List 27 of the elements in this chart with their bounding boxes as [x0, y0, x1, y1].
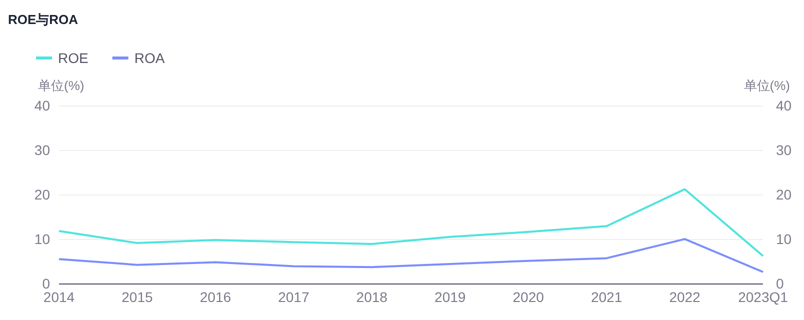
- x-tick-label: 2016: [200, 288, 232, 305]
- x-tick-label: 2020: [512, 288, 544, 305]
- y-tick-label: 20: [34, 186, 50, 202]
- y2-tick-label: 0: [776, 275, 784, 292]
- x-tick-label: 2023Q1: [738, 288, 788, 305]
- legend-label: ROE: [58, 50, 88, 66]
- y2-tick-label: 30: [776, 142, 792, 158]
- x-tick-label: 2018: [356, 288, 388, 305]
- y-tick-label: 0: [42, 275, 50, 292]
- y-tick-label: 10: [34, 230, 50, 247]
- x-tick-label: 2014: [43, 288, 75, 305]
- chart-title: ROE与ROA: [8, 12, 79, 27]
- x-tick-label: 2015: [122, 288, 154, 305]
- y-tick-label: 30: [34, 142, 50, 158]
- y2-tick-label: 10: [776, 230, 792, 247]
- y-axis-title: 单位(%): [38, 78, 84, 93]
- line-series: [58, 188, 764, 257]
- x-tick-label: 2022: [669, 288, 701, 305]
- y-tick-label: 40: [34, 97, 50, 114]
- x-tick-label: 2019: [434, 288, 466, 305]
- y2-tick-label: 40: [776, 97, 792, 114]
- y2-tick-label: 20: [776, 186, 792, 202]
- x-tick-label: 2017: [278, 288, 310, 305]
- y2-axis-title: 单位(%): [744, 78, 790, 93]
- x-tick-label: 2021: [590, 288, 622, 305]
- legend-label: ROA: [134, 50, 166, 66]
- line-series: [58, 238, 764, 273]
